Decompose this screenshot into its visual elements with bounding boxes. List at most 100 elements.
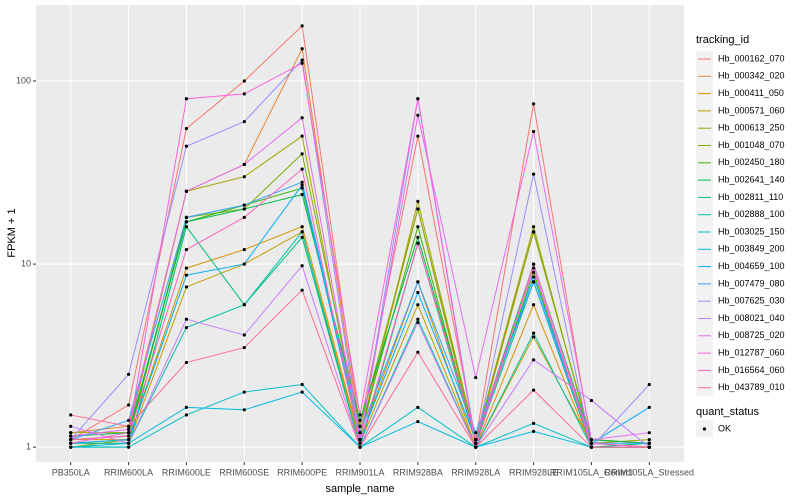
data-point [242,92,246,96]
data-point [184,247,189,252]
y-tick-label: 1 [26,442,31,452]
x-tick-label: RRIM600PE [277,467,327,477]
x-axis-title: sample_name [325,483,394,495]
data-point [184,126,189,131]
data-point [416,280,420,284]
x-tick-label: RRIM600LA [104,467,153,477]
data-point [416,113,420,117]
data-point [242,203,246,207]
data-point [531,266,536,270]
x-tick-label: RRIM901LA [335,467,384,477]
data-point [184,413,189,417]
data-point [647,405,651,409]
data-point [184,325,189,330]
x-tick-label: PB350LA [52,467,90,477]
grid [36,5,684,462]
data-point [300,134,304,138]
data-point [531,270,536,275]
data-point [184,273,189,277]
legend-label: Hb_001048_070 [718,140,785,150]
legend-label: Hb_007625_030 [718,296,785,306]
legend-label: Hb_003025_150 [718,226,785,236]
data-point [300,183,304,187]
x-tick-label: RRIM105LA_Control [550,467,633,477]
data-point [358,424,362,428]
legend-label: Hb_000411_050 [718,88,784,98]
data-point [300,58,304,62]
y-tick-label: 100 [16,75,31,85]
legend-label: Hb_003849_200 [718,244,785,254]
data-point [300,24,304,28]
data-point [589,445,594,449]
data-point [416,303,420,307]
data-point [416,97,420,101]
legend-label: Hb_002888_100 [718,209,785,219]
x-tick-label: RRIM600LE [162,467,211,477]
data-point [69,431,73,435]
data-point [531,230,536,234]
data-point [474,441,478,445]
data-point [184,215,189,219]
legend-label: Hb_007479_080 [718,278,785,288]
data-point [416,225,420,229]
axes: 1 10 100 PB350LA RRIM600LA RRIM600LE RRIM600SE… [16,75,694,477]
data-point [358,418,362,423]
data-point [300,180,304,184]
data-point [300,264,304,268]
data-point [184,405,189,409]
data-point [126,418,131,423]
legend-label: Hb_012787_060 [718,347,785,357]
data-point [531,102,536,106]
data-point [416,134,420,138]
data-point [647,382,651,387]
data-point [300,61,304,65]
data-point [242,333,246,337]
data-point [589,398,594,403]
y-tick-label: 10 [21,258,31,268]
data-point [416,199,420,203]
data-point [300,230,304,234]
data-point [474,431,478,435]
data-point [184,360,189,365]
data-point [531,275,536,279]
data-point [242,303,246,307]
data-point [184,285,189,289]
data-point [242,175,246,179]
legend-point [702,427,707,431]
data-point [69,438,73,442]
data-point [184,225,189,229]
data-point [416,405,420,409]
data-point [69,424,73,428]
legend-label: Hb_004659_100 [718,261,785,271]
data-point [126,434,131,438]
data-point [184,317,189,321]
data-point [242,79,246,83]
data-point [358,438,362,442]
data-point [474,445,478,449]
data-point [647,441,651,445]
legend-label: Hb_000571_060 [718,105,785,115]
data-point [647,445,651,449]
legend: Hb_000162_070 Hb_000342_020 Hb_000411_050 H… [696,50,785,438]
data-point [184,266,189,270]
data-point [416,350,420,354]
data-point [300,167,304,171]
data-point [416,419,420,424]
data-point [242,345,246,350]
data-point [358,413,362,417]
data-point [242,207,246,211]
data-point [416,235,420,239]
data-point [358,431,362,435]
data-point [242,247,246,252]
y-axis-title: FPKM + 1 [6,208,18,257]
data-point [531,129,536,134]
legend-label: Hb_008725_020 [718,330,785,340]
data-point [184,220,189,224]
data-point [531,331,536,335]
legend-label: Hb_000613_250 [718,123,785,133]
legend-label: Hb_008021_040 [718,313,785,323]
legend-label: Hb_000162_070 [718,53,785,63]
data-point [69,445,73,449]
legend-label: Hb_002641_140 [718,174,785,184]
